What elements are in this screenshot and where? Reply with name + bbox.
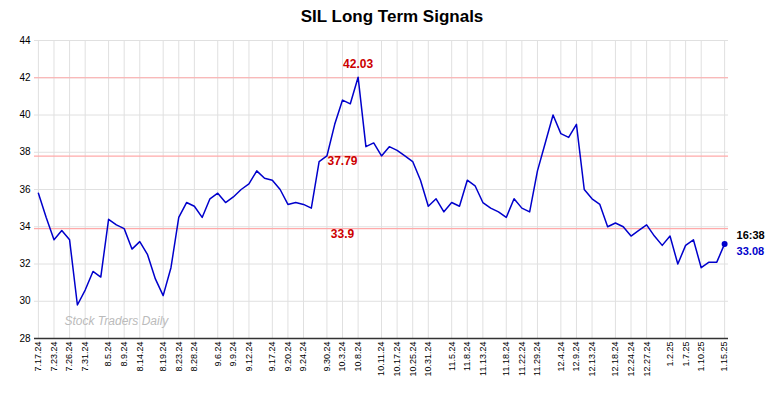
svg-text:7.23.24: 7.23.24 <box>49 342 59 372</box>
svg-text:10.25.24: 10.25.24 <box>408 342 418 377</box>
svg-text:11.18.24: 11.18.24 <box>501 342 511 376</box>
svg-text:42.03: 42.03 <box>343 57 373 71</box>
svg-text:9.9.24: 9.9.24 <box>228 342 238 367</box>
svg-text:37.79: 37.79 <box>327 154 357 168</box>
svg-text:11.5.24: 11.5.24 <box>447 342 457 371</box>
svg-text:7.26.24: 7.26.24 <box>64 342 74 372</box>
svg-text:8.14.24: 8.14.24 <box>135 342 145 372</box>
svg-text:8.23.24: 8.23.24 <box>174 342 184 372</box>
svg-text:9.20.24: 9.20.24 <box>283 342 293 372</box>
svg-text:Stock Traders Daily: Stock Traders Daily <box>65 314 170 328</box>
svg-text:9.6.24: 9.6.24 <box>213 342 223 367</box>
svg-text:10.31.24: 10.31.24 <box>423 342 433 377</box>
html-text:SIL Long Term Signals: SIL Long Term Signals <box>300 7 484 26</box>
svg-text:7.31.24: 7.31.24 <box>80 342 90 372</box>
svg-text:12.4.24: 12.4.24 <box>556 342 566 372</box>
svg-text:8.5.24: 8.5.24 <box>103 342 113 367</box>
svg-text:28: 28 <box>19 333 31 344</box>
svg-text:12.13.24: 12.13.24 <box>587 342 597 377</box>
svg-text:30: 30 <box>19 295 31 306</box>
svg-text:9.12.24: 9.12.24 <box>244 342 254 372</box>
svg-text:12.18.24: 12.18.24 <box>610 342 620 377</box>
svg-text:12.27.24: 12.27.24 <box>642 342 652 377</box>
svg-text:12.9.24: 12.9.24 <box>571 342 581 372</box>
svg-text:32: 32 <box>19 258 31 269</box>
svg-text:1.15.25: 1.15.25 <box>719 342 729 372</box>
svg-text:11.22.24: 11.22.24 <box>517 342 527 376</box>
svg-text:10.3.24: 10.3.24 <box>337 342 347 372</box>
svg-text:7.17.24: 7.17.24 <box>33 342 43 372</box>
svg-text:33.9: 33.9 <box>331 227 355 241</box>
svg-text:9.17.24: 9.17.24 <box>267 342 277 372</box>
svg-text:8.19.24: 8.19.24 <box>158 342 168 372</box>
svg-text:1.10.25: 1.10.25 <box>696 342 706 372</box>
svg-text:8.28.24: 8.28.24 <box>189 342 199 372</box>
svg-text:11.29.24: 11.29.24 <box>532 342 542 376</box>
svg-text:11.13.24: 11.13.24 <box>478 342 488 376</box>
svg-text:12.24.24: 12.24.24 <box>626 342 636 377</box>
svg-text:1.7.25: 1.7.25 <box>680 342 690 367</box>
svg-text:11.8.24: 11.8.24 <box>462 342 472 371</box>
svg-text:42: 42 <box>19 72 31 83</box>
svg-text:36: 36 <box>19 184 31 195</box>
svg-text:10.17.24: 10.17.24 <box>392 342 402 377</box>
svg-text:44: 44 <box>19 35 31 46</box>
svg-text:33.08: 33.08 <box>737 245 765 257</box>
svg-text:40: 40 <box>19 109 31 120</box>
svg-text:10.8.24: 10.8.24 <box>353 342 363 372</box>
svg-text:34: 34 <box>19 221 31 232</box>
svg-text:16:38: 16:38 <box>737 229 765 241</box>
svg-text:38: 38 <box>19 146 31 157</box>
svg-text:8.9.24: 8.9.24 <box>119 342 129 367</box>
svg-text:9.30.24: 9.30.24 <box>322 342 332 372</box>
svg-text:1.2.25: 1.2.25 <box>665 342 675 367</box>
svg-text:10.11.24: 10.11.24 <box>376 342 386 376</box>
svg-text:9.24.24: 9.24.24 <box>298 342 308 372</box>
